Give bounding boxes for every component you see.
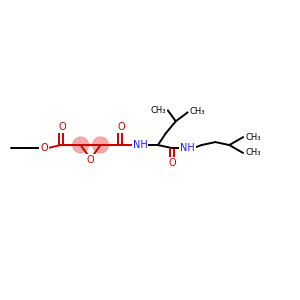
- Text: NH: NH: [180, 143, 195, 153]
- Text: O: O: [118, 122, 125, 132]
- Text: CH₃: CH₃: [190, 107, 205, 116]
- Text: CH₃: CH₃: [245, 133, 261, 142]
- Text: O: O: [40, 143, 48, 153]
- Ellipse shape: [92, 137, 108, 153]
- Text: O: O: [169, 158, 177, 168]
- Ellipse shape: [73, 137, 88, 153]
- Text: CH₃: CH₃: [245, 148, 261, 158]
- Text: NH: NH: [133, 140, 148, 150]
- Text: O: O: [58, 122, 66, 132]
- Text: O: O: [87, 155, 94, 165]
- Text: CH₃: CH₃: [150, 106, 166, 115]
